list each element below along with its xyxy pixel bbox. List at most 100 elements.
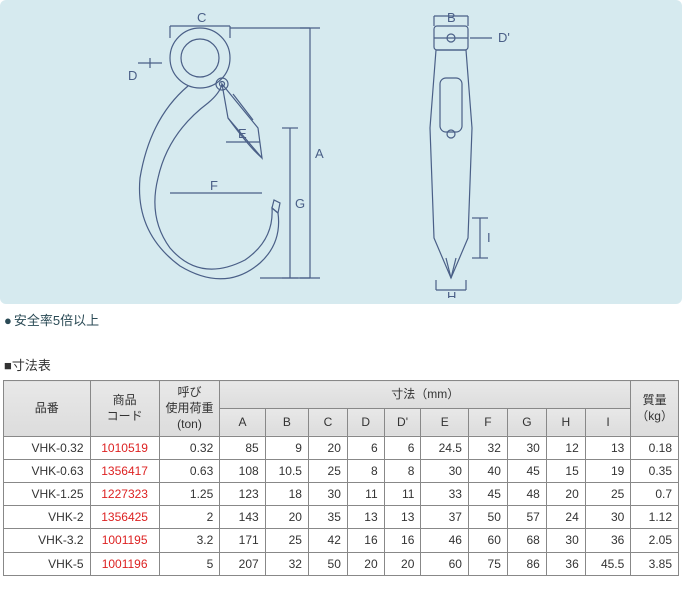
cell-load: 2 — [159, 506, 220, 529]
cell-C: 30 — [308, 482, 347, 505]
cell-D: 20 — [347, 552, 384, 575]
cell-F: 50 — [468, 506, 507, 529]
cell-G: 57 — [507, 506, 546, 529]
cell-load: 1.25 — [159, 482, 220, 505]
dim-label-C: C — [197, 10, 206, 25]
cell-E: 30 — [421, 459, 469, 482]
cell-G: 68 — [507, 529, 546, 552]
col-A: A — [220, 408, 265, 436]
col-mass: 質量（kg） — [631, 381, 679, 437]
cell-I: 25 — [585, 482, 631, 505]
cell-G: 86 — [507, 552, 546, 575]
cell-E: 33 — [421, 482, 469, 505]
col-D: D — [347, 408, 384, 436]
cell-load: 5 — [159, 552, 220, 575]
table-row: VHK-0.6313564170.6310810.525883040451519… — [4, 459, 679, 482]
cell-Dp: 6 — [384, 436, 421, 459]
cell-code: 1001196 — [90, 552, 159, 575]
dim-label-E: E — [238, 126, 247, 141]
cell-Dp: 13 — [384, 506, 421, 529]
square-icon: ■ — [4, 358, 12, 373]
table-row: VHK-3.210011953.21712542161646606830362.… — [4, 529, 679, 552]
hook-diagram: C D A G E F B D' I H — [50, 8, 570, 298]
dim-label-D: D — [128, 68, 137, 83]
table-row: VHK-510011965207325020206075863645.53.85 — [4, 552, 679, 575]
cell-C: 42 — [308, 529, 347, 552]
cell-H: 15 — [546, 459, 585, 482]
cell-I: 36 — [585, 529, 631, 552]
cell-A: 143 — [220, 506, 265, 529]
cell-code: 1356425 — [90, 506, 159, 529]
col-I: I — [585, 408, 631, 436]
cell-H: 12 — [546, 436, 585, 459]
dimension-table: 品番 商品コード 呼び使用荷重(ton) 寸法（mm） 質量（kg） A B C… — [3, 380, 679, 576]
cell-code: 1227323 — [90, 482, 159, 505]
cell-load: 0.32 — [159, 436, 220, 459]
cell-B: 18 — [265, 482, 308, 505]
cell-part: VHK-5 — [4, 552, 91, 575]
col-load: 呼び使用荷重(ton) — [159, 381, 220, 437]
cell-A: 171 — [220, 529, 265, 552]
cell-B: 20 — [265, 506, 308, 529]
safety-note-text: 安全率5倍以上 — [14, 313, 99, 328]
cell-mass: 0.18 — [631, 436, 679, 459]
cell-D: 16 — [347, 529, 384, 552]
dimension-table-title-text: 寸法表 — [12, 358, 51, 373]
col-H: H — [546, 408, 585, 436]
col-G: G — [507, 408, 546, 436]
cell-I: 45.5 — [585, 552, 631, 575]
col-E: E — [421, 408, 469, 436]
dimension-table-title: ■寸法表 — [4, 355, 682, 374]
cell-part: VHK-2 — [4, 506, 91, 529]
cell-part: VHK-3.2 — [4, 529, 91, 552]
cell-F: 60 — [468, 529, 507, 552]
dim-label-A: A — [315, 146, 324, 161]
cell-H: 24 — [546, 506, 585, 529]
cell-mass: 0.35 — [631, 459, 679, 482]
cell-C: 20 — [308, 436, 347, 459]
cell-D: 8 — [347, 459, 384, 482]
cell-code: 1356417 — [90, 459, 159, 482]
cell-part: VHK-0.32 — [4, 436, 91, 459]
safety-note: ●安全率5倍以上 — [4, 310, 682, 329]
cell-C: 50 — [308, 552, 347, 575]
cell-Dp: 11 — [384, 482, 421, 505]
cell-C: 35 — [308, 506, 347, 529]
cell-load: 3.2 — [159, 529, 220, 552]
col-code: 商品コード — [90, 381, 159, 437]
cell-D: 6 — [347, 436, 384, 459]
dim-label-H: H — [447, 289, 456, 298]
cell-G: 48 — [507, 482, 546, 505]
cell-code: 1010519 — [90, 436, 159, 459]
cell-Dp: 16 — [384, 529, 421, 552]
cell-B: 25 — [265, 529, 308, 552]
cell-I: 30 — [585, 506, 631, 529]
cell-F: 75 — [468, 552, 507, 575]
cell-code: 1001195 — [90, 529, 159, 552]
cell-load: 0.63 — [159, 459, 220, 482]
dim-label-I: I — [487, 230, 491, 245]
cell-F: 32 — [468, 436, 507, 459]
cell-part: VHK-1.25 — [4, 482, 91, 505]
col-dims-group: 寸法（mm） — [220, 381, 631, 409]
col-B: B — [265, 408, 308, 436]
col-part: 品番 — [4, 381, 91, 437]
col-Dp: D' — [384, 408, 421, 436]
cell-D: 11 — [347, 482, 384, 505]
diagram-panel: C D A G E F B D' I H — [0, 0, 682, 304]
cell-A: 123 — [220, 482, 265, 505]
cell-A: 85 — [220, 436, 265, 459]
cell-G: 30 — [507, 436, 546, 459]
cell-I: 19 — [585, 459, 631, 482]
cell-G: 45 — [507, 459, 546, 482]
cell-B: 10.5 — [265, 459, 308, 482]
cell-C: 25 — [308, 459, 347, 482]
cell-E: 24.5 — [421, 436, 469, 459]
dim-label-G: G — [295, 196, 305, 211]
cell-I: 13 — [585, 436, 631, 459]
cell-A: 207 — [220, 552, 265, 575]
dim-label-B: B — [447, 10, 456, 25]
cell-part: VHK-0.63 — [4, 459, 91, 482]
cell-A: 108 — [220, 459, 265, 482]
cell-mass: 0.7 — [631, 482, 679, 505]
